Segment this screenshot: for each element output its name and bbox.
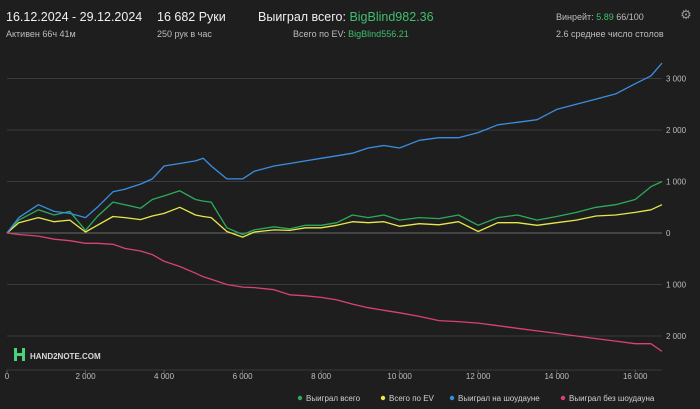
ev-total-label: Всего по EV:	[293, 29, 346, 39]
legend-label: Выиграл без шоудауна	[569, 394, 655, 403]
winrate-unit: 66/100	[616, 12, 644, 22]
x-tick-label: 8 000	[311, 372, 332, 381]
legend-marker	[297, 395, 303, 401]
x-tick-label: 10 000	[387, 372, 412, 381]
y-tick-label: 1 000	[666, 281, 687, 290]
ev-total-value: BigBlind556.21	[348, 29, 409, 39]
won-total-label: Выиграл всего:	[258, 10, 346, 24]
gear-icon[interactable]: ⚙	[680, 7, 692, 22]
hands-per-hour: 250 рук в час	[157, 29, 212, 39]
ev-total: Всего по EV: BigBlind556.21	[293, 29, 409, 39]
series-line-2	[6, 62, 663, 234]
y-tick-label: 2 000	[666, 332, 687, 341]
date-range[interactable]: 16.12.2024 - 29.12.2024	[6, 10, 143, 24]
x-tick-label: 6 000	[233, 372, 254, 381]
avg-tables: 2.6 среднее число столов	[556, 29, 664, 39]
y-tick-label: 1 000	[666, 178, 687, 187]
stats-header: 16.12.2024 - 29.12.2024 Активен 66ч 41м …	[0, 0, 700, 42]
series-line-1	[6, 204, 663, 238]
legend-label: Выиграл на шоудауне	[458, 394, 540, 403]
legend-label: Всего по EV	[389, 394, 435, 403]
hand2note-logo: HAND2NOTE.COM	[14, 348, 101, 361]
legend-marker	[449, 395, 455, 401]
chart-lines	[6, 62, 663, 352]
x-tick-label: 16 000	[623, 372, 648, 381]
legend-marker	[560, 395, 566, 401]
x-tick-label: 4 000	[154, 372, 175, 381]
legend-marker	[380, 395, 386, 401]
x-axis-ticks: 0 2 000 4 000 6 000 8 000 10 000 12 000 14 000 1…	[5, 370, 648, 381]
chart-legend: Выиграл всего Всего по EV Выиграл на шоуда…	[297, 394, 655, 403]
legend-label: Выиграл всего	[306, 394, 361, 403]
x-tick-label: 2 000	[76, 372, 97, 381]
hands-count: 16 682 Руки	[157, 10, 226, 24]
graph-chart: 3 000 2 000 1 000 0 1 000 2 000 0 2 000 4 000 6 …	[5, 62, 687, 403]
series-line-3	[6, 232, 663, 352]
y-tick-label: 0	[666, 229, 671, 238]
hand2note-logo-icon	[14, 348, 25, 361]
y-tick-label: 3 000	[666, 75, 687, 84]
chart-grid	[7, 78, 662, 371]
winrate-label: Винрейт:	[556, 12, 594, 22]
series-line-0	[6, 180, 663, 236]
won-total: Выиграл всего: BigBlind982.36	[258, 10, 434, 24]
logo-text: HAND2NOTE.COM	[30, 352, 101, 361]
winrate: Винрейт: 5.89 66/100	[556, 12, 644, 22]
x-tick-label: 12 000	[466, 372, 491, 381]
y-tick-label: 2 000	[666, 126, 687, 135]
active-time: Активен 66ч 41м	[6, 29, 76, 39]
won-total-value: BigBlind982.36	[349, 10, 434, 24]
y-axis-ticks: 3 000 2 000 1 000 0 1 000 2 000	[666, 75, 687, 342]
winrate-value: 5.89	[596, 12, 614, 22]
x-tick-label: 14 000	[544, 372, 569, 381]
x-tick-label: 0	[5, 372, 10, 381]
